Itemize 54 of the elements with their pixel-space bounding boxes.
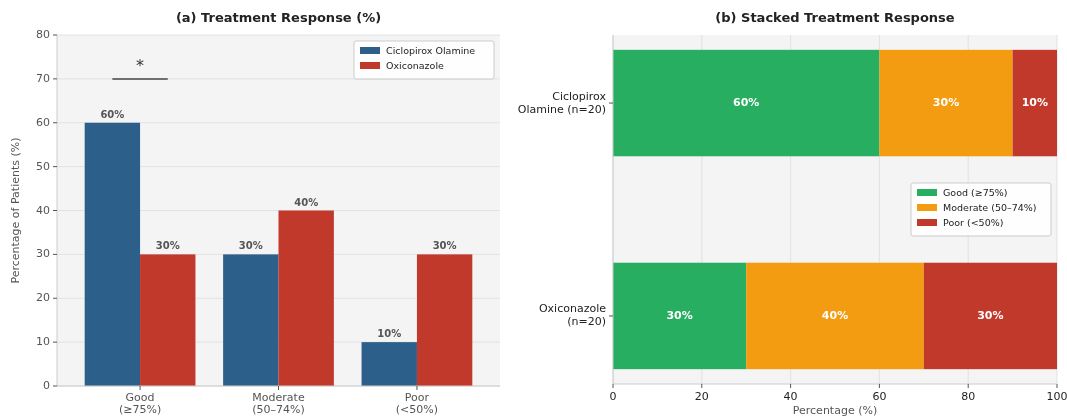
data-label: 40%	[294, 196, 319, 208]
data-label: 30%	[666, 308, 693, 322]
y-tick-label: 70	[36, 71, 50, 85]
bar	[140, 254, 196, 386]
annotation: *	[136, 55, 145, 75]
bar	[1012, 49, 1057, 157]
chart-title: (b) Stacked Treatment Response	[715, 10, 955, 25]
x-tick-label: 60	[872, 390, 887, 403]
x-tick-label: 20	[694, 390, 709, 403]
y-tick-label: Oxiconazole (n=20)	[538, 302, 607, 329]
x-tick-label: 0	[609, 390, 617, 403]
bar	[84, 122, 141, 386]
data-label: 30%	[432, 240, 457, 252]
bar	[613, 262, 747, 370]
legend-label: Moderate (50–74%)	[943, 202, 1037, 213]
y-tick-label: 30	[36, 247, 50, 261]
legend-label: Ciclopirox Olamine	[386, 45, 476, 56]
data-label: 30%	[932, 96, 960, 110]
data-label: 10%	[377, 328, 402, 340]
bar	[879, 49, 1013, 157]
legend-label: Good (≥75%)	[943, 187, 1008, 198]
data-label: 40%	[821, 308, 849, 322]
y-tick-label: 20	[36, 291, 50, 305]
data-label: 30%	[977, 308, 1004, 322]
y-tick-label: 40	[36, 203, 50, 217]
legend-label: Oxiconazole	[386, 60, 445, 71]
bar	[223, 254, 279, 386]
y-tick-label: 80	[36, 28, 50, 41]
legend-label: Poor (<50%)	[943, 217, 1004, 228]
x-tick-label: Good (≥75%)	[118, 391, 162, 416]
bar	[746, 262, 924, 370]
y-tick-label: 0	[43, 379, 50, 392]
bar	[923, 262, 1057, 370]
y-tick-label: Ciclopirox Olamine (n=20)	[517, 89, 607, 116]
data-label: 60%	[100, 108, 125, 120]
x-axis-title: Percentage (%)	[792, 404, 878, 417]
x-tick-label: 100	[1046, 390, 1067, 403]
bar	[416, 254, 473, 386]
x-tick-label: 40	[783, 390, 798, 403]
bar	[361, 342, 417, 386]
y-tick-label: 50	[36, 159, 50, 173]
x-tick-label: Poor (<50%)	[395, 391, 439, 416]
bar	[278, 210, 334, 386]
x-tick-label: Moderate (50–74%)	[252, 391, 305, 416]
data-label: 30%	[155, 240, 180, 252]
data-label: 60%	[733, 96, 760, 110]
y-tick-label: 60	[36, 115, 50, 129]
data-label: 10%	[1021, 96, 1048, 110]
x-tick-label: 80	[961, 390, 976, 403]
bar	[613, 49, 880, 157]
data-label: 30%	[238, 240, 263, 252]
y-axis-title: Percentage of Patients (%)	[9, 137, 22, 284]
chart-title: (a) Treatment Response (%)	[175, 10, 382, 25]
y-tick-label: 10	[36, 335, 50, 349]
